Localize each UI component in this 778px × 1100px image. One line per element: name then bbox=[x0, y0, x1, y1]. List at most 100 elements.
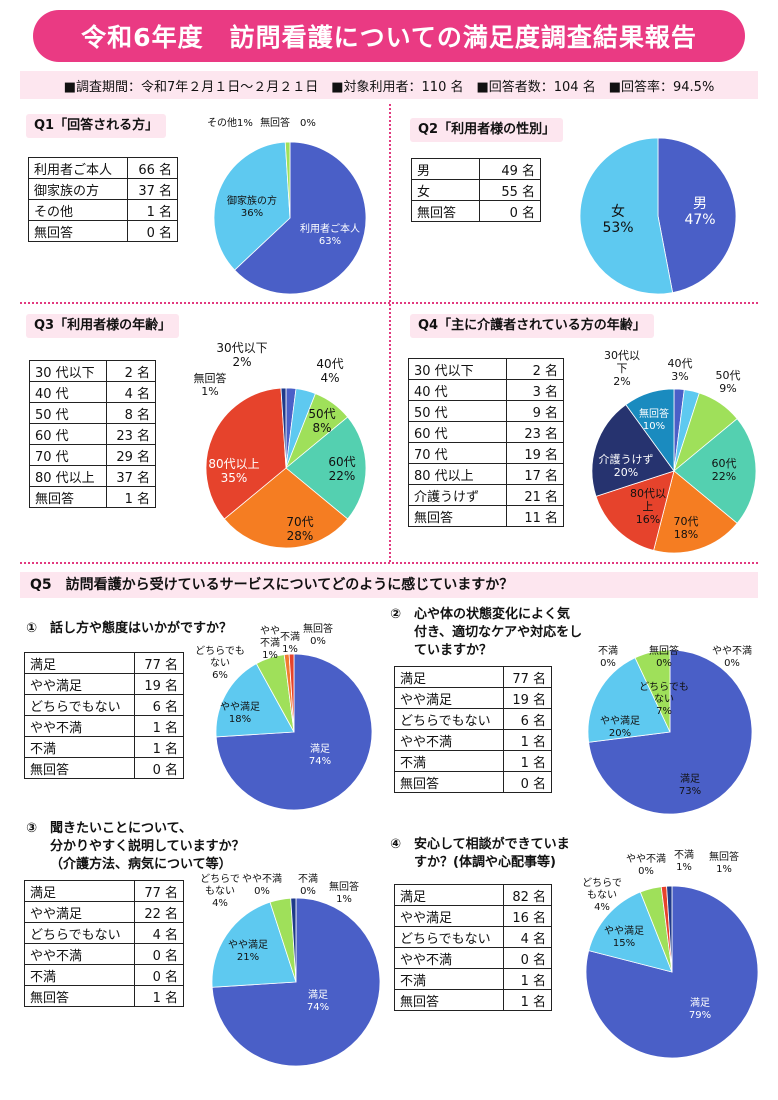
row-label: 介護うけず bbox=[408, 484, 507, 506]
survey-info-text: ■調査期間：令和7年２月１日～２月２１日 ■対象利用者：110 名 ■回答者数：… bbox=[63, 79, 715, 95]
row-label: どちらでもない bbox=[23, 694, 136, 716]
slice-label-line: 79% bbox=[689, 1010, 711, 1021]
slice-label-line: 無回答 bbox=[639, 407, 669, 420]
slice-label: 満足 73% bbox=[679, 773, 701, 797]
table-row: 無回答 0 名 bbox=[393, 771, 552, 793]
slice-label-line: 1% bbox=[201, 385, 218, 398]
pie-slice bbox=[579, 137, 674, 295]
row-count: 1 名 bbox=[134, 736, 184, 758]
slice-label-line: 満足 bbox=[310, 743, 330, 755]
table-row: 80 代以上 37 名 bbox=[28, 465, 156, 487]
table-row: やや不満 1 名 bbox=[393, 729, 552, 751]
table-row: どちらでもない 6 名 bbox=[393, 708, 552, 730]
slice-label-line: 介護うけず bbox=[599, 452, 654, 466]
q5-sub2-table: 満足 77 名やや満足 19 名どちらでもない 6 名やや不満 1 名不満 1 名無回答 0… bbox=[393, 666, 552, 793]
q5-sub3-question: ③ 聞きたいことについて、 分かりやすく説明していますか？ （介護方法、病気について… bbox=[26, 820, 245, 874]
slice-label-line: 男 bbox=[693, 196, 707, 212]
report-title-banner: 令和6年度 訪問看護についての満足度調査結果報告 bbox=[33, 10, 745, 62]
table-row: 無回答 1 名 bbox=[28, 486, 156, 508]
slice-label: 満足 79% bbox=[689, 997, 711, 1021]
row-count: 1 名 bbox=[106, 486, 156, 508]
table-row: 80 代以上 17 名 bbox=[408, 463, 565, 485]
row-label: 女 bbox=[410, 179, 481, 201]
pie-slice bbox=[625, 388, 675, 473]
table-row: 御家族の方 37 名 bbox=[27, 178, 178, 200]
slice-label-line: 無回答 bbox=[194, 371, 227, 385]
table-row: 70 代 29 名 bbox=[28, 444, 156, 466]
row-count: 0 名 bbox=[479, 200, 541, 222]
question-line: 付き、適切なケアや対応をし bbox=[414, 625, 583, 640]
slice-label: 満足 74% bbox=[307, 989, 329, 1013]
table-row: その他 1 名 bbox=[27, 199, 178, 221]
row-label: 不満 bbox=[23, 736, 136, 758]
q5-sub1-table: 満足 77 名やや満足 19 名どちらでもない 6 名やや不満 1 名不満 1 名無回答 0… bbox=[23, 652, 184, 779]
slice-label: どちらでもない 4% bbox=[200, 873, 240, 909]
slice-label-line: 80代以上 bbox=[208, 457, 259, 471]
row-count: 49 名 bbox=[479, 158, 541, 180]
pie-slice bbox=[205, 387, 287, 520]
row-label: 無回答 bbox=[23, 985, 136, 1007]
slice-label: 50代 8% bbox=[308, 407, 335, 435]
slice-label-line: 無回答 bbox=[329, 880, 359, 893]
row-count: 1 名 bbox=[127, 199, 178, 221]
row-count: 1 名 bbox=[134, 985, 184, 1007]
slice-label-line: 無回答 bbox=[303, 622, 333, 635]
slice-label-line: どちらでも bbox=[639, 681, 689, 693]
table-row: やや満足 16 名 bbox=[393, 905, 552, 927]
slice-label-line: やや不満 bbox=[712, 645, 752, 657]
table-row: 60 代 23 名 bbox=[408, 421, 565, 443]
slice-label: 無回答 1% bbox=[194, 371, 227, 398]
row-count: 37 名 bbox=[127, 178, 178, 200]
row-label: 不満 bbox=[393, 750, 505, 772]
pie-slice bbox=[211, 901, 297, 988]
row-count: 4 名 bbox=[134, 922, 184, 944]
row-count: 0 名 bbox=[127, 220, 178, 242]
row-label: 無回答 bbox=[23, 757, 136, 779]
table-row: 満足 77 名 bbox=[23, 652, 184, 674]
slice-label: 利用者ご本人 63% bbox=[300, 222, 360, 247]
survey-info-bar: ■調査期間：令和7年２月１日～２月２１日 ■対象利用者：110 名 ■回答者数：… bbox=[20, 71, 758, 99]
pie-slice bbox=[673, 418, 757, 524]
row-label: どちらでもない bbox=[393, 926, 505, 948]
q3-pie-chart: 30代以下 2% 40代 4% 50代 8% 60代 22% 70代 28% 80代以上 35% 無回答… bbox=[194, 341, 367, 549]
slice-label-line: 女 bbox=[611, 203, 625, 220]
row-count: 0 名 bbox=[134, 943, 184, 965]
slice-label-line: 20% bbox=[609, 728, 631, 739]
slice-label-line: 73% bbox=[679, 786, 701, 797]
table-row: 満足 77 名 bbox=[393, 666, 552, 688]
row-label: 60 代 bbox=[408, 421, 507, 443]
question-line: ④ 安心して相談ができていま bbox=[390, 837, 570, 852]
row-count: 29 名 bbox=[106, 444, 156, 466]
row-count: 19 名 bbox=[503, 687, 552, 709]
table-row: 介護うけず 21 名 bbox=[408, 484, 565, 506]
pie-slice bbox=[290, 897, 297, 983]
slice-label: 満足 74% bbox=[309, 743, 331, 767]
slice-label-line: 0% bbox=[310, 636, 326, 647]
slice-label: 40代 3% bbox=[668, 357, 693, 383]
question-line: ① 話し方や態度はいかがですか？ bbox=[26, 621, 233, 636]
row-label: 無回答 bbox=[28, 486, 108, 508]
slice-label: 不満 1% bbox=[280, 631, 300, 655]
slice-label-line: 1% bbox=[336, 894, 352, 905]
slice-label: 80代以上 16% bbox=[630, 487, 666, 526]
slice-label: やや満足 21% bbox=[228, 939, 268, 963]
row-label: やや不満 bbox=[23, 715, 136, 737]
row-label: どちらでもない bbox=[23, 922, 136, 944]
table-row: 無回答 0 名 bbox=[23, 757, 184, 779]
slice-label-line: もない bbox=[205, 885, 235, 897]
row-count: 6 名 bbox=[503, 708, 552, 730]
slice-label-line: 満足 bbox=[690, 997, 710, 1009]
slice-label-line: 70代 bbox=[286, 515, 313, 529]
slice-label: 80代以上 35% bbox=[208, 457, 259, 485]
row-count: 4 名 bbox=[503, 926, 552, 948]
slice-label: 無回答 10% bbox=[639, 407, 669, 432]
row-label: やや満足 bbox=[23, 673, 136, 695]
row-count: 2 名 bbox=[505, 358, 565, 380]
q1-table: 利用者ご本人 66 名御家族の方 37 名その他 1 名無回答 0 名 bbox=[27, 157, 178, 242]
row-label: その他 bbox=[27, 199, 129, 221]
table-row: 不満 1 名 bbox=[393, 968, 552, 990]
slice-label: どちらでもない 6% bbox=[195, 645, 245, 681]
row-count: 0 名 bbox=[134, 964, 184, 986]
slice-label-line: やや bbox=[260, 625, 280, 637]
